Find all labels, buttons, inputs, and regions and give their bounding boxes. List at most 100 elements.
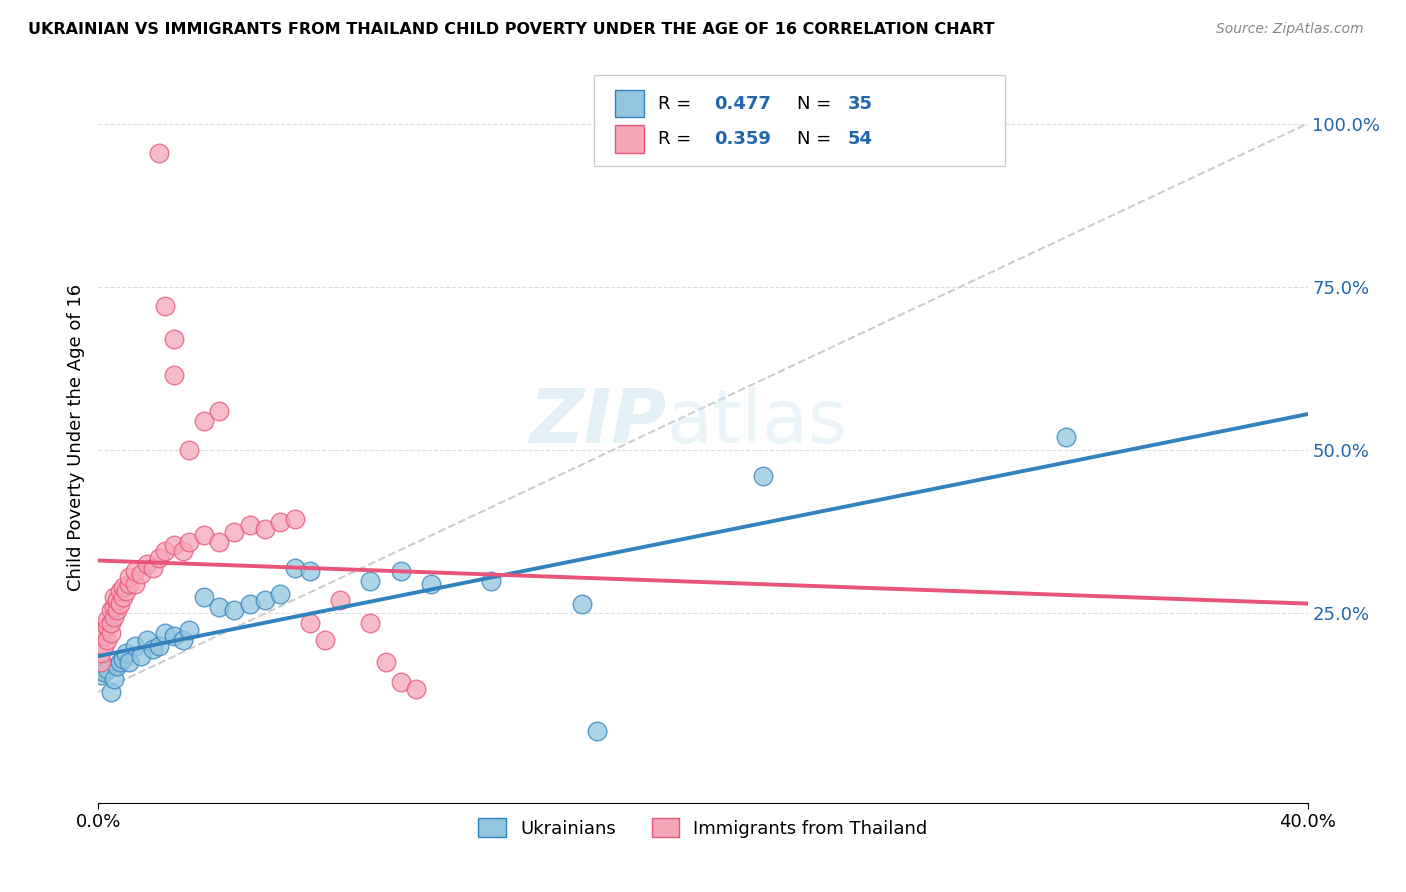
Point <box>253 521 276 535</box>
Point <box>420 577 443 591</box>
Point <box>314 632 336 647</box>
Point <box>269 587 291 601</box>
Point <box>96 613 118 627</box>
Point <box>374 656 396 670</box>
Text: R =: R = <box>658 95 697 112</box>
Point <box>163 629 186 643</box>
Point <box>389 675 412 690</box>
Point <box>153 300 176 314</box>
Point <box>93 629 115 643</box>
FancyBboxPatch shape <box>595 75 1005 167</box>
Legend: Ukrainians, Immigrants from Thailand: Ukrainians, Immigrants from Thailand <box>471 811 935 845</box>
Point <box>1054 430 1077 444</box>
Point <box>135 632 157 647</box>
Point <box>124 639 146 653</box>
Point <box>153 544 176 558</box>
Point <box>284 512 307 526</box>
Point <box>105 603 128 617</box>
Point <box>90 668 112 682</box>
Point <box>114 583 136 598</box>
Text: atlas: atlas <box>666 386 848 459</box>
Point <box>90 656 112 670</box>
Text: N =: N = <box>797 95 838 112</box>
Point <box>118 570 141 584</box>
Text: 54: 54 <box>848 129 873 148</box>
Point <box>103 609 125 624</box>
Point <box>405 681 427 696</box>
Point <box>100 685 122 699</box>
Point <box>208 534 231 549</box>
Point <box>135 558 157 572</box>
Point <box>360 616 382 631</box>
Text: 0.359: 0.359 <box>714 129 770 148</box>
Point <box>329 593 352 607</box>
Point <box>172 544 194 558</box>
Point <box>239 518 262 533</box>
Point <box>253 593 276 607</box>
Point <box>163 332 186 346</box>
Point <box>299 616 322 631</box>
Point <box>124 564 146 578</box>
Point <box>105 658 128 673</box>
Text: UKRAINIAN VS IMMIGRANTS FROM THAILAND CHILD POVERTY UNDER THE AGE OF 16 CORRELAT: UKRAINIAN VS IMMIGRANTS FROM THAILAND CH… <box>28 22 994 37</box>
Point <box>114 646 136 660</box>
FancyBboxPatch shape <box>614 125 644 153</box>
Point <box>208 404 231 418</box>
Point <box>100 603 122 617</box>
Point <box>93 623 115 637</box>
Point <box>284 560 307 574</box>
FancyBboxPatch shape <box>614 89 644 118</box>
Point <box>90 646 112 660</box>
Text: R =: R = <box>658 129 697 148</box>
Text: 35: 35 <box>848 95 873 112</box>
Point <box>93 639 115 653</box>
Point <box>111 590 134 604</box>
Point <box>93 665 115 680</box>
Point <box>105 593 128 607</box>
Point <box>148 639 170 653</box>
Point <box>96 662 118 676</box>
Point <box>100 626 122 640</box>
Point <box>148 146 170 161</box>
Point <box>586 723 609 738</box>
Point <box>360 574 382 588</box>
Point <box>103 590 125 604</box>
Point <box>179 623 201 637</box>
Point <box>752 469 775 483</box>
Point <box>108 597 131 611</box>
Point <box>179 443 201 458</box>
Point <box>96 619 118 633</box>
Point <box>239 597 262 611</box>
Point <box>142 642 165 657</box>
Point <box>269 515 291 529</box>
Point <box>163 368 186 382</box>
Point <box>224 603 246 617</box>
Point <box>111 652 134 666</box>
Text: N =: N = <box>797 129 838 148</box>
Point <box>118 656 141 670</box>
Point <box>193 590 215 604</box>
Point <box>108 583 131 598</box>
Point <box>124 577 146 591</box>
Point <box>153 626 176 640</box>
Point <box>108 656 131 670</box>
Point <box>163 538 186 552</box>
Point <box>142 560 165 574</box>
Point <box>103 599 125 614</box>
Point <box>118 577 141 591</box>
Point <box>389 564 412 578</box>
Point <box>179 534 201 549</box>
Text: ZIP: ZIP <box>530 386 666 459</box>
Point <box>172 632 194 647</box>
Point <box>208 599 231 614</box>
Point <box>100 616 122 631</box>
Point <box>111 580 134 594</box>
Point <box>103 672 125 686</box>
Point <box>129 648 152 663</box>
Point <box>224 524 246 539</box>
Point <box>96 632 118 647</box>
Point <box>299 564 322 578</box>
Point <box>129 567 152 582</box>
Point <box>571 597 593 611</box>
Point <box>148 550 170 565</box>
